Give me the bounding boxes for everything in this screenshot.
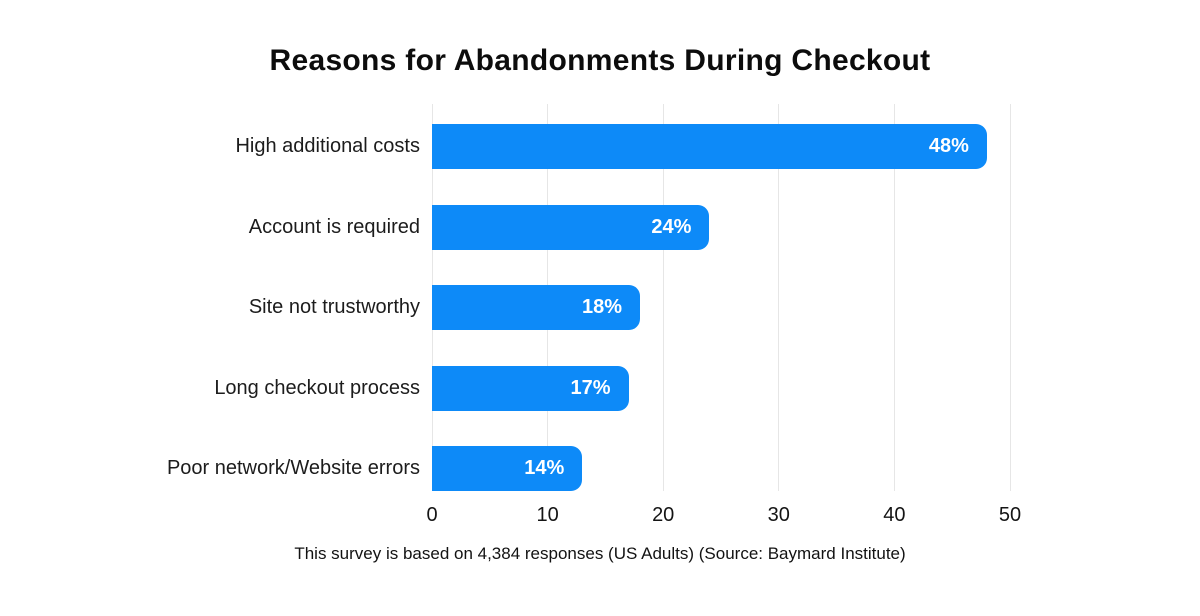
bar-value-label: 48% bbox=[928, 135, 969, 157]
bar: 14% bbox=[432, 446, 583, 491]
x-axis-tick-label: 10 bbox=[536, 504, 559, 526]
x-axis-tick-label: 50 bbox=[998, 504, 1022, 526]
chart-footnote: This survey is based on 4,384 responses … bbox=[294, 544, 906, 563]
gridline-x-50 bbox=[1009, 104, 1011, 491]
gridline-x-30 bbox=[778, 104, 780, 491]
category-label: Poor network/Website errors bbox=[166, 457, 420, 479]
category-label: Account is required bbox=[248, 216, 420, 238]
bar: 48% bbox=[432, 124, 987, 169]
category-label: Site not trustworthy bbox=[248, 296, 420, 318]
category-label: High additional costs bbox=[235, 135, 420, 157]
bar-value-label: 14% bbox=[524, 457, 565, 479]
bar-value-label: 18% bbox=[582, 296, 623, 318]
bar: 24% bbox=[432, 205, 710, 250]
bar: 17% bbox=[432, 366, 629, 411]
category-label: Long checkout process bbox=[214, 377, 420, 399]
x-axis-tick-label: 0 bbox=[426, 504, 438, 526]
bar: 18% bbox=[432, 285, 641, 330]
chart-title: Reasons for Abandonments During Checkout bbox=[269, 44, 931, 77]
x-axis-tick-label: 40 bbox=[883, 504, 906, 526]
bar-value-label: 17% bbox=[570, 377, 611, 399]
x-axis-tick-label: 30 bbox=[767, 504, 790, 526]
x-axis-tick-label: 20 bbox=[652, 504, 675, 526]
gridline-x-20 bbox=[662, 104, 664, 491]
gridline-x-40 bbox=[893, 104, 895, 491]
bar-value-label: 24% bbox=[651, 216, 692, 238]
